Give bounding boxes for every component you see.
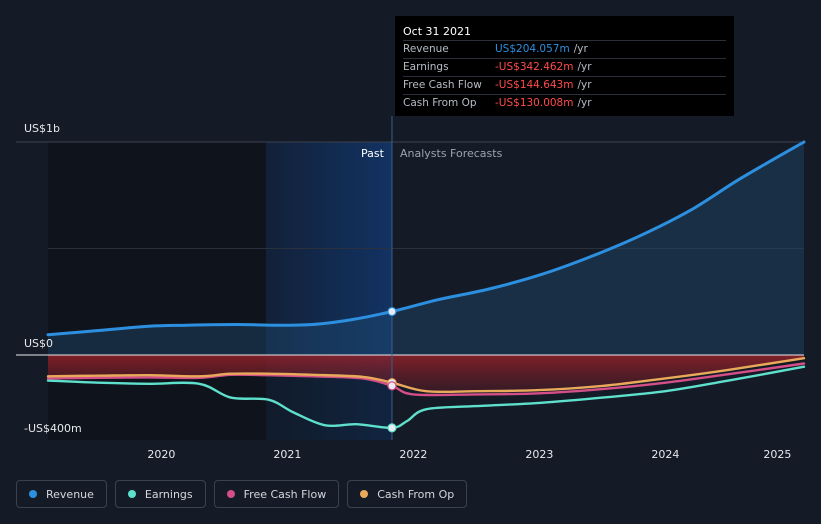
cash-from-op-dot-icon	[360, 490, 369, 498]
series-line-cash-from-op	[46, 357, 806, 394]
legend-label: Cash From Op	[377, 487, 455, 501]
chart-legend: Revenue Earnings Free Cash Flow Cash Fro…	[16, 480, 475, 508]
data-point-earnings	[387, 423, 397, 433]
y-tick-label: -US$400m	[24, 422, 82, 435]
tooltip-unit: /yr	[577, 97, 592, 109]
tooltip-row-free-cash-flow: Free Cash Flow -US$144.643m /yr	[403, 76, 726, 94]
tooltip-row-cash-from-op: Cash From Op -US$130.008m /yr	[403, 94, 726, 112]
revenue-dot-icon	[29, 490, 37, 498]
chart-tooltip: Oct 31 2021 Revenue US$204.057m /yr Earn…	[395, 16, 734, 116]
revenue-area	[48, 142, 804, 355]
tooltip-label: Revenue	[403, 43, 449, 55]
free-cash-flow-dot-icon	[226, 490, 235, 498]
legend-item-cash-from-op[interactable]: Cash From Op	[347, 480, 468, 508]
tooltip-date: Oct 31 2021	[403, 25, 472, 38]
tooltip-row-earnings: Earnings -US$342.462m /yr	[403, 58, 726, 76]
legend-label: Revenue	[46, 487, 94, 501]
y-tick-label: US$0	[24, 337, 53, 350]
tooltip-row-revenue: Revenue US$204.057m /yr	[403, 40, 726, 58]
tooltip-value: -US$342.462m	[495, 61, 574, 73]
legend-label: Free Cash Flow	[243, 487, 327, 501]
tooltip-label: Free Cash Flow	[403, 79, 482, 91]
tooltip-value: US$204.057m	[495, 43, 570, 55]
past-label: Past	[361, 147, 385, 160]
tooltip-value: -US$130.008m	[495, 97, 574, 109]
legend-item-earnings[interactable]: Earnings	[114, 480, 206, 508]
tooltip-value: -US$144.643m	[495, 79, 574, 91]
x-tick-label: 2020	[147, 448, 175, 461]
data-point-revenue	[387, 306, 397, 317]
earnings-dot-icon	[127, 490, 136, 498]
x-tick-label: 2024	[651, 448, 679, 461]
x-tick-label: 2023	[525, 448, 553, 461]
x-tick-label: 2022	[399, 448, 427, 461]
tooltip-unit: /yr	[573, 43, 588, 55]
forecast-label: Analysts Forecasts	[400, 147, 503, 160]
x-tick-label: 2025	[763, 448, 791, 461]
tooltip-label: Earnings	[403, 61, 449, 73]
x-tick-label: 2021	[273, 448, 301, 461]
series-line-earnings	[46, 365, 806, 430]
legend-item-free-cash-flow[interactable]: Free Cash Flow	[213, 480, 340, 508]
series-line-free-cash-flow	[46, 362, 806, 397]
cash-negative-area	[48, 355, 804, 392]
data-point-free-cash-flow	[387, 381, 397, 391]
tooltip-unit: /yr	[577, 79, 592, 91]
legend-item-revenue[interactable]: Revenue	[16, 480, 107, 508]
tooltip-label: Cash From Op	[403, 97, 477, 109]
y-tick-label: US$1b	[24, 122, 60, 135]
tooltip-unit: /yr	[577, 61, 592, 73]
legend-label: Earnings	[144, 487, 193, 501]
